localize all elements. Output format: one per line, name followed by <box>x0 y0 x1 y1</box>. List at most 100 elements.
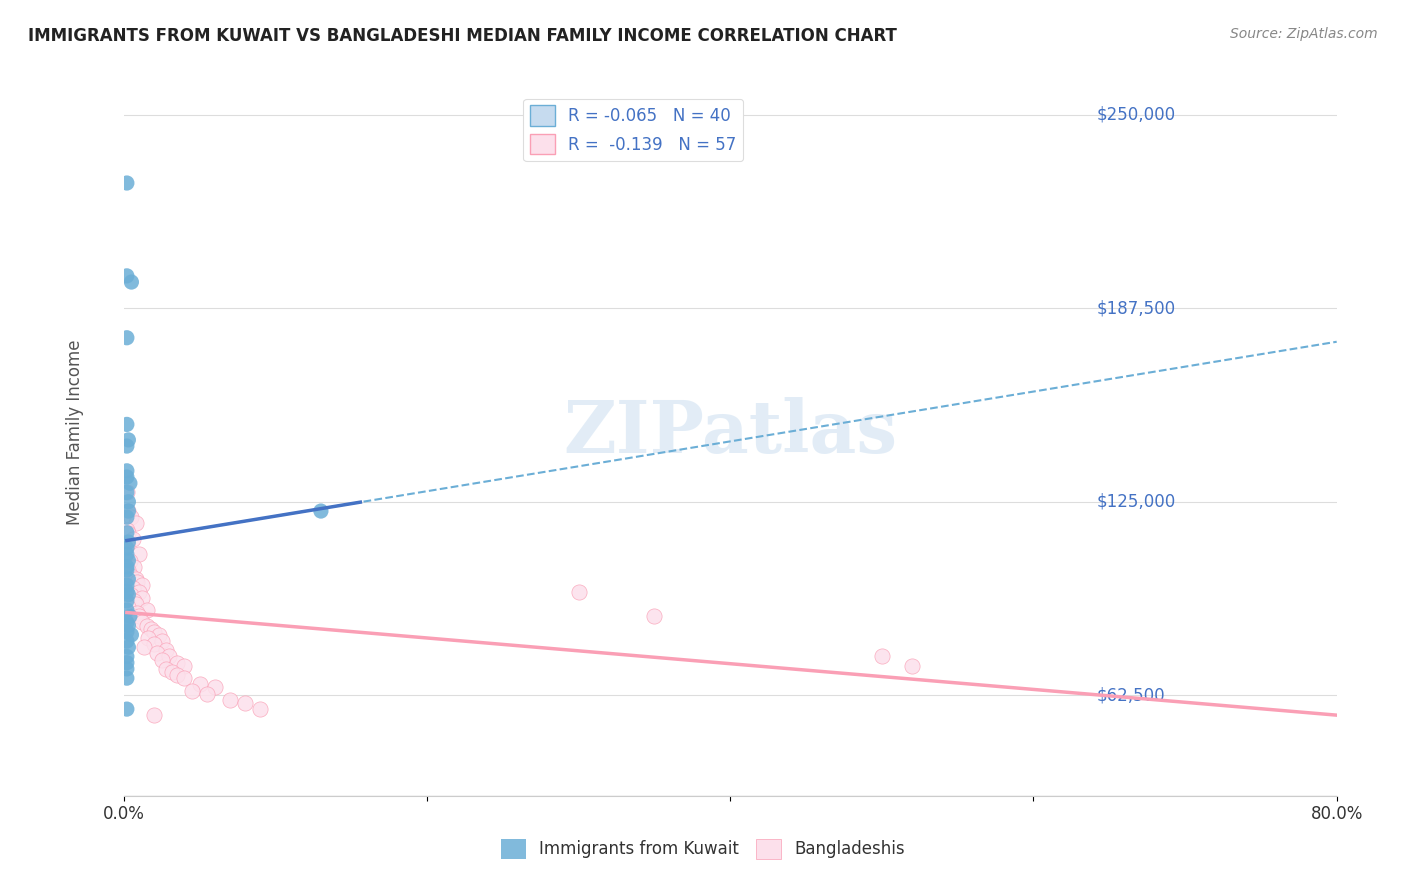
Point <box>115 563 138 577</box>
Point <box>135 618 157 632</box>
Point <box>155 643 177 657</box>
Point <box>125 516 148 531</box>
Point <box>870 649 893 664</box>
Text: $250,000: $250,000 <box>1097 106 1175 124</box>
Point <box>128 609 150 624</box>
Point <box>143 637 166 651</box>
Point <box>115 470 138 484</box>
Text: Source: ZipAtlas.com: Source: ZipAtlas.com <box>1230 27 1378 41</box>
Point <box>118 609 141 624</box>
Point <box>115 464 138 478</box>
Point <box>124 559 146 574</box>
Point <box>115 559 138 574</box>
Point <box>115 649 138 664</box>
Point <box>195 687 218 701</box>
Point <box>127 575 149 590</box>
Point <box>901 658 924 673</box>
Point <box>166 668 188 682</box>
Text: IMMIGRANTS FROM KUWAIT VS BANGLADESHI MEDIAN FAMILY INCOME CORRELATION CHART: IMMIGRANTS FROM KUWAIT VS BANGLADESHI ME… <box>28 27 897 45</box>
Text: $125,000: $125,000 <box>1097 492 1175 511</box>
Point <box>143 624 166 639</box>
Point <box>115 671 138 685</box>
Point <box>150 634 173 648</box>
Point <box>120 628 142 642</box>
Point <box>115 624 138 639</box>
Text: Median Family Income: Median Family Income <box>66 339 84 524</box>
Point <box>150 652 173 666</box>
Point <box>132 640 155 655</box>
Point <box>148 628 170 642</box>
Text: ZIPatlas: ZIPatlas <box>564 397 897 467</box>
Point <box>135 603 157 617</box>
Point <box>117 495 139 509</box>
Point <box>128 584 150 599</box>
Point <box>115 541 138 556</box>
Point <box>117 618 139 632</box>
Point <box>188 677 211 691</box>
Text: $187,500: $187,500 <box>1097 300 1175 318</box>
Point <box>117 553 139 567</box>
Point <box>117 572 139 586</box>
Point <box>115 702 138 716</box>
Point <box>204 681 226 695</box>
Point <box>181 683 204 698</box>
Point <box>219 693 242 707</box>
Point <box>122 532 145 546</box>
Point <box>115 331 138 345</box>
Point <box>117 504 139 518</box>
Point <box>115 594 138 608</box>
Point <box>157 649 180 664</box>
Point <box>115 417 138 432</box>
Point <box>120 588 142 602</box>
Point <box>309 504 332 518</box>
Point <box>173 671 195 685</box>
Point <box>117 504 139 518</box>
Point <box>117 433 139 447</box>
Point <box>115 538 138 552</box>
Point <box>146 647 169 661</box>
Point <box>124 594 146 608</box>
Point <box>117 563 139 577</box>
Legend: Immigrants from Kuwait, Bangladeshis: Immigrants from Kuwait, Bangladeshis <box>495 832 911 866</box>
Point <box>120 275 142 289</box>
Point <box>118 553 141 567</box>
Point <box>117 525 139 540</box>
Point <box>115 615 138 630</box>
Point <box>249 702 271 716</box>
Point <box>117 599 139 614</box>
Point <box>125 597 148 611</box>
Point <box>127 606 149 620</box>
Point <box>643 609 665 624</box>
Point <box>115 439 138 453</box>
Point <box>115 656 138 670</box>
Point <box>115 523 138 537</box>
Point <box>131 578 153 592</box>
Point <box>115 485 138 500</box>
Point <box>115 510 138 524</box>
Point <box>233 696 256 710</box>
Legend: R = -0.065   N = 40, R =  -0.139   N = 57: R = -0.065 N = 40, R = -0.139 N = 57 <box>523 99 744 161</box>
Point <box>131 591 153 605</box>
Point <box>139 622 162 636</box>
Text: $62,500: $62,500 <box>1097 686 1166 704</box>
Point <box>115 578 138 592</box>
Point <box>118 476 141 491</box>
Point <box>173 658 195 673</box>
Point <box>117 588 139 602</box>
Point <box>115 525 138 540</box>
Point <box>125 572 148 586</box>
Point <box>115 634 138 648</box>
Point <box>115 485 138 500</box>
Point <box>120 510 142 524</box>
Point <box>117 535 139 549</box>
Point <box>115 662 138 676</box>
Point <box>568 584 591 599</box>
Point <box>117 640 139 655</box>
Point <box>143 708 166 723</box>
Point <box>115 584 138 599</box>
Point <box>155 662 177 676</box>
Point <box>131 615 153 630</box>
Point <box>115 603 138 617</box>
Point <box>120 569 142 583</box>
Point <box>136 631 159 645</box>
